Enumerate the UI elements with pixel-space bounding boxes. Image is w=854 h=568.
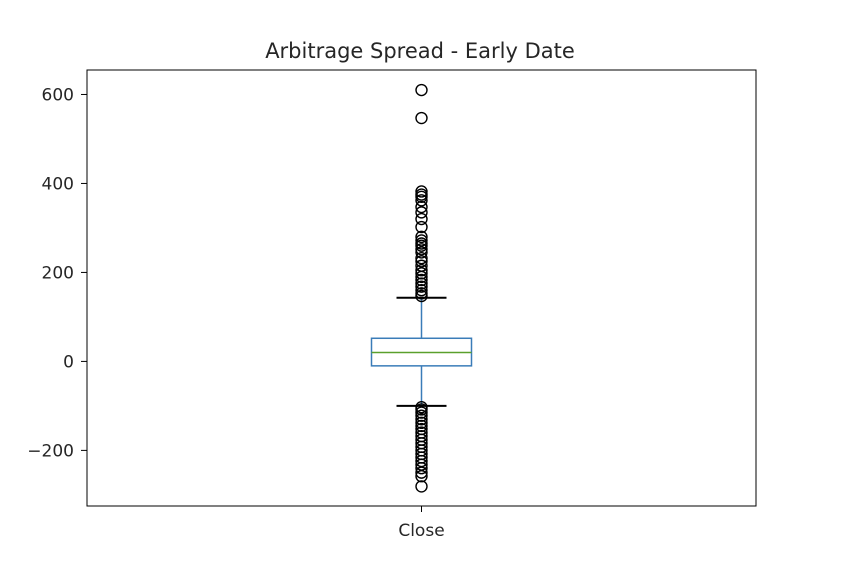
outlier-point	[415, 284, 428, 297]
y-tick-label: 0	[63, 352, 74, 372]
outlier-point	[415, 416, 428, 430]
outlier-point	[415, 243, 428, 256]
outlier-point	[415, 273, 428, 287]
outlier-point	[415, 194, 428, 207]
outlier-point	[415, 234, 428, 247]
outlier-point	[415, 230, 428, 244]
outlier-point	[415, 406, 428, 419]
outlier-point	[415, 255, 428, 268]
outlier-point	[415, 264, 428, 277]
outlier-point	[415, 469, 428, 483]
outlier-point	[415, 200, 428, 214]
outlier-point	[415, 111, 428, 125]
outlier-point	[415, 83, 428, 97]
outlier-point	[415, 246, 428, 259]
outlier-point	[415, 185, 428, 198]
outlier-point	[415, 480, 428, 493]
plot-area	[86, 69, 757, 507]
y-tick-label: 200	[42, 263, 74, 283]
outlier-point	[415, 461, 428, 475]
outlier-point	[415, 466, 428, 479]
outlier-point	[415, 277, 428, 290]
chart-title: Arbitrage Spread - Early Date	[265, 39, 575, 63]
outlier-point	[415, 409, 428, 422]
outlier-point	[415, 239, 428, 252]
outlier-point	[415, 220, 428, 234]
y-tick-label: −200	[27, 441, 74, 461]
x-tick-label: Close	[398, 521, 444, 541]
outlier-point	[415, 190, 428, 203]
outlier-point	[415, 280, 428, 293]
outlier-point	[415, 251, 428, 265]
outlier-point	[415, 270, 428, 284]
outlier-point	[415, 206, 428, 219]
outlier-point	[415, 289, 428, 303]
outlier-point	[415, 403, 428, 416]
outlier-point	[415, 419, 428, 433]
outlier-point	[415, 212, 428, 226]
x-axis: Close	[398, 506, 445, 541]
outlier-point	[415, 267, 428, 280]
y-axis: −200 0 200 400 600	[27, 85, 87, 461]
y-tick-label: 400	[42, 174, 74, 194]
outlier-point	[415, 413, 428, 426]
y-tick-label: 600	[42, 85, 74, 105]
